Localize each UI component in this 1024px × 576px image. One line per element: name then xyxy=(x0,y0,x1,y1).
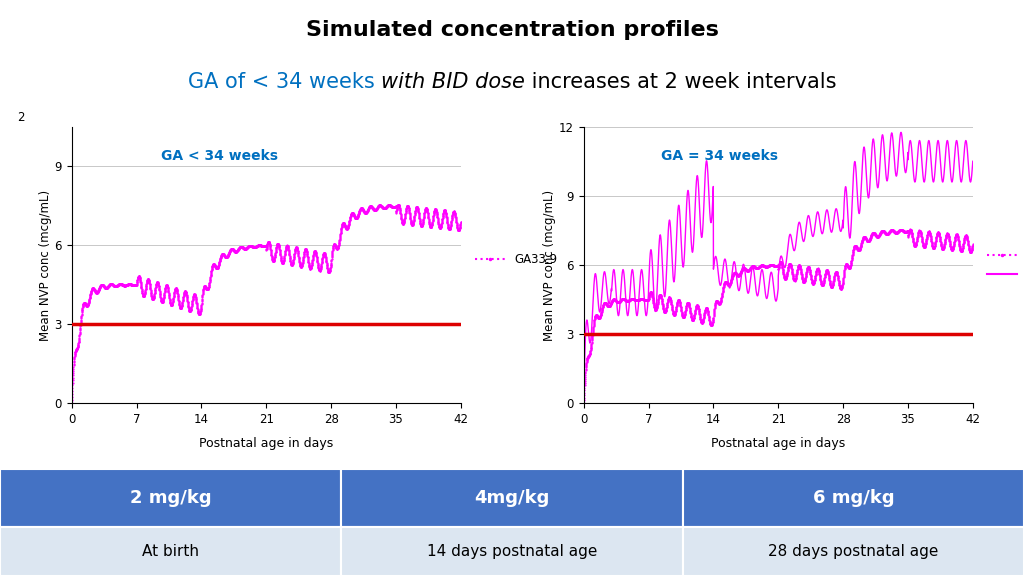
Text: At birth: At birth xyxy=(142,544,199,559)
X-axis label: Postnatal age in days: Postnatal age in days xyxy=(199,437,334,450)
Text: 2 mg/kg: 2 mg/kg xyxy=(130,489,212,507)
Text: GA = 34 weeks: GA = 34 weeks xyxy=(662,149,778,163)
Text: increases at 2 week intervals: increases at 2 week intervals xyxy=(525,72,837,92)
Text: 14 days postnatal age: 14 days postnatal age xyxy=(427,544,597,559)
Y-axis label: Mean NVP conc (mcg/mL): Mean NVP conc (mcg/mL) xyxy=(39,190,51,340)
Text: 2: 2 xyxy=(17,111,25,124)
Text: 4mg/kg: 4mg/kg xyxy=(474,489,550,507)
Legend: GA33.9: GA33.9 xyxy=(471,248,562,271)
Y-axis label: Mean NVP conc (mcg/mL): Mean NVP conc (mcg/mL) xyxy=(543,190,556,340)
Text: 28 days postnatal age: 28 days postnatal age xyxy=(768,544,939,559)
Text: GA of < 34 weeks: GA of < 34 weeks xyxy=(187,72,381,92)
Legend: GA33.9, GA34: GA33.9, GA34 xyxy=(983,244,1024,286)
Text: with BID dose: with BID dose xyxy=(381,72,525,92)
Text: 6 mg/kg: 6 mg/kg xyxy=(812,489,894,507)
X-axis label: Postnatal age in days: Postnatal age in days xyxy=(711,437,846,450)
Text: Simulated concentration profiles: Simulated concentration profiles xyxy=(305,20,719,40)
Text: GA < 34 weeks: GA < 34 weeks xyxy=(161,149,279,163)
